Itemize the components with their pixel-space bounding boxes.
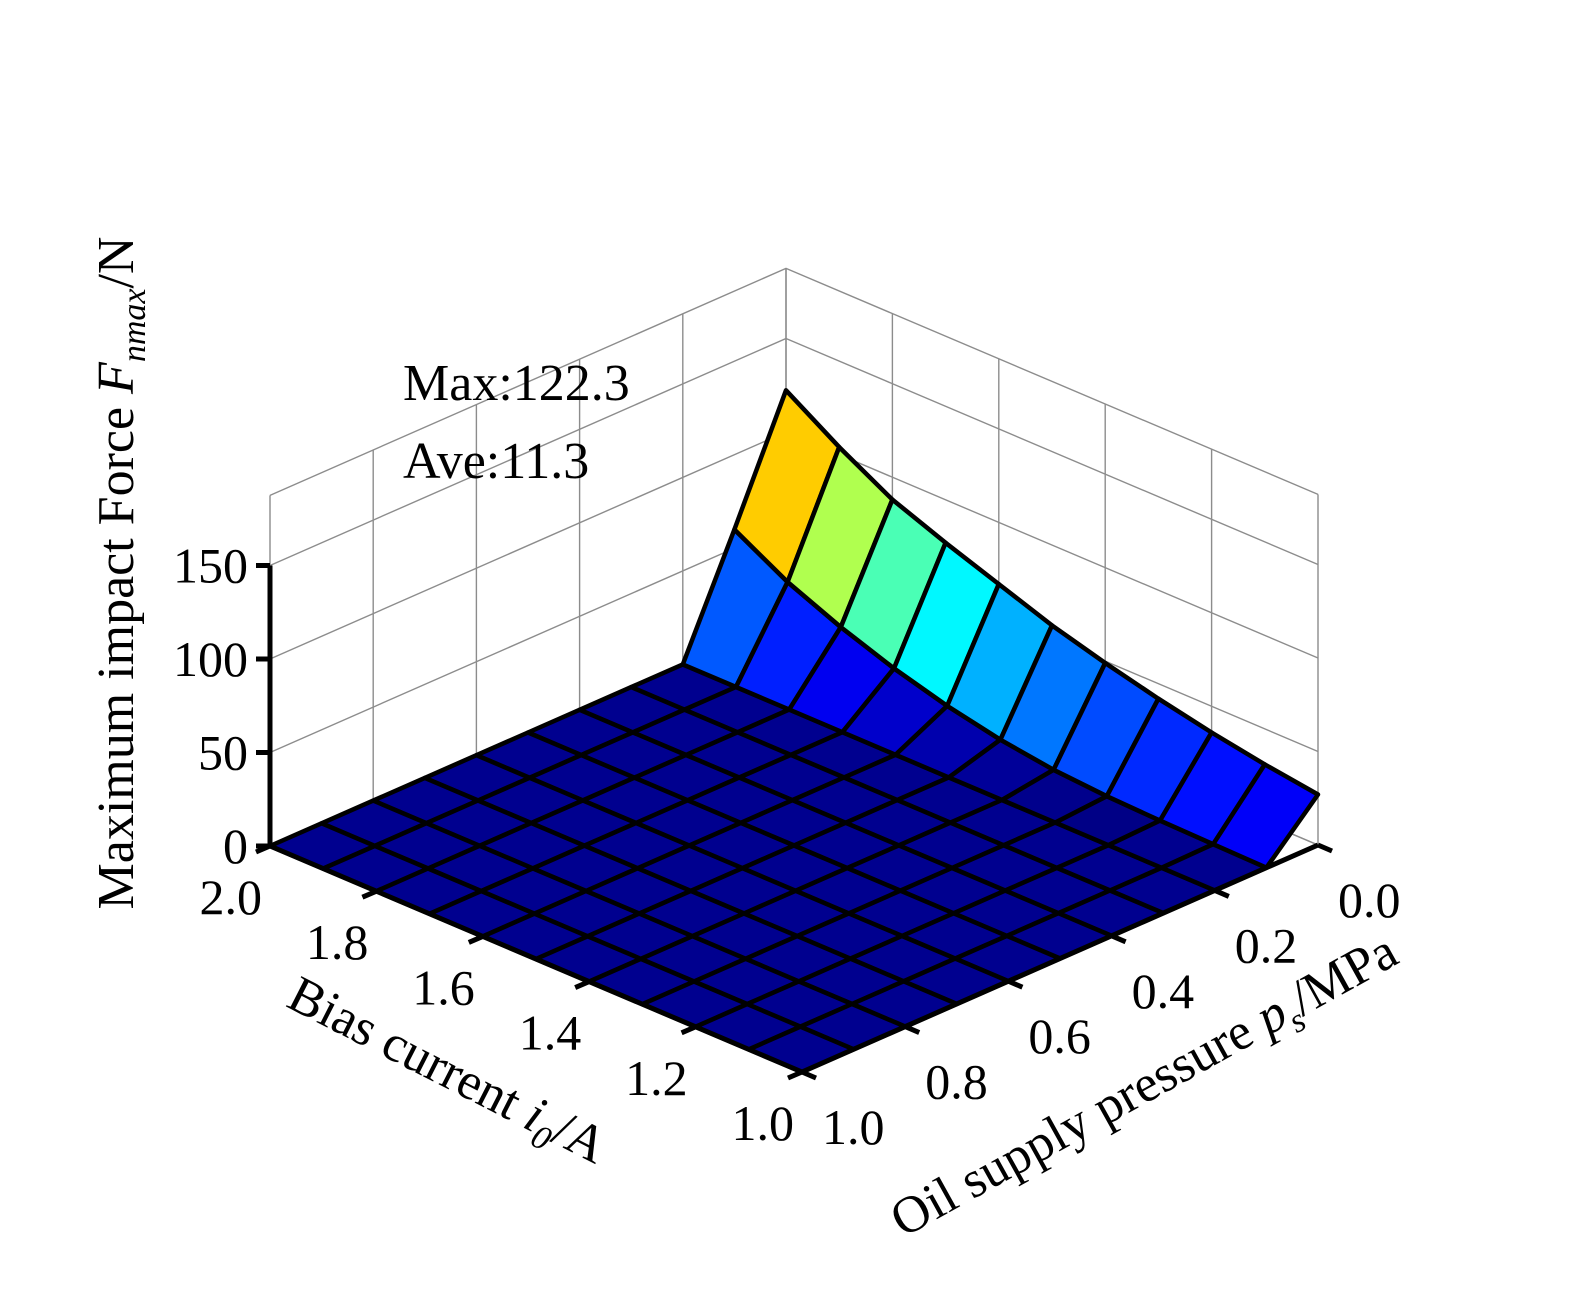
z-axis-title-symbol: F [88, 361, 145, 395]
pressure-tick-label: 0.8 [925, 1054, 988, 1110]
bias-axis-tick [361, 888, 378, 900]
x-axis-title-prefix: Bias current [279, 966, 542, 1137]
z-axis-title-suffix: /N [88, 237, 145, 289]
annotation-ave: Ave:11.3 [403, 433, 589, 490]
grid-line-z [269, 267, 1319, 497]
annotation-max: Max:122.3 [403, 355, 630, 412]
bias-tick-label: 1.2 [625, 1050, 688, 1106]
z-tick-label: 0 [223, 818, 248, 874]
pressure-tick-label: 0.4 [1132, 963, 1195, 1019]
y-axis-title-suffix: /MPa [1281, 923, 1407, 1027]
pressure-tick-label: 0.0 [1338, 872, 1401, 928]
bias-tick-label: 1.0 [732, 1095, 795, 1151]
z-axis-title-subscript: nmax [116, 289, 153, 363]
bias-tick-label: 1.8 [306, 914, 369, 970]
pressure-tick-label: 1.0 [822, 1099, 885, 1155]
z-axis-title: Maximum impact Force Fnmax/N [88, 237, 153, 910]
z-tick-label: 100 [173, 631, 248, 687]
z-tick-label: 50 [198, 725, 248, 781]
pressure-tick-label: 0.6 [1028, 1008, 1091, 1064]
pressure-tick-label: 0.2 [1235, 917, 1298, 973]
bias-axis-tick [787, 1069, 803, 1081]
bias-tick-label: 2.0 [200, 869, 263, 925]
labels-layer: 0 50 100 150 2.0 1.8 1.6 1.4 1.2 1.0 0.0 0.2 0.4 0.6 0… [173, 538, 1401, 1156]
bias-tick-label: 1.6 [412, 959, 475, 1015]
grid-line-z [269, 337, 1319, 567]
axes-layer [255, 563, 1333, 1081]
pressure-axis-line [800, 842, 1320, 1075]
pressure-axis-tick [904, 1024, 921, 1035]
z-axis-title-prefix: Maximum impact Force [88, 394, 145, 910]
pressure-axis-tick [1213, 888, 1230, 899]
pressure-axis-tick [801, 1069, 817, 1081]
bias-tick-label: 1.4 [519, 1005, 582, 1061]
pressure-axis-tick [1110, 933, 1127, 945]
pressure-axis-tick [1007, 978, 1024, 990]
x-axis-title-suffix: /A [544, 1101, 617, 1176]
bias-axis-tick [467, 934, 484, 945]
bias-axis-tick [574, 979, 591, 990]
bias-axis-line [269, 843, 803, 1075]
bias-axis-tick [680, 1024, 697, 1036]
z-tick-label: 150 [173, 538, 248, 594]
pressure-axis-tick [1317, 842, 1333, 854]
bias-axis-tick [255, 843, 271, 855]
